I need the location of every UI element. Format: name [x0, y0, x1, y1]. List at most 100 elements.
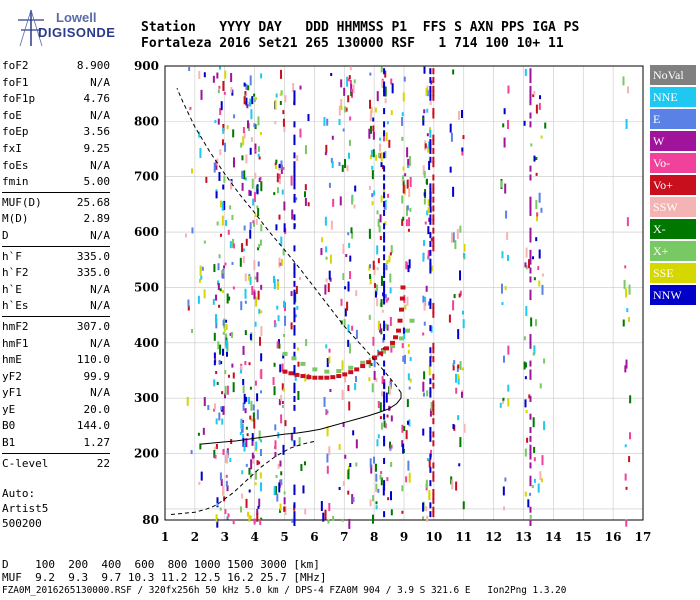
echo-point — [528, 259, 531, 269]
echo-point — [232, 286, 235, 290]
echo-point — [524, 262, 527, 268]
echo-point — [249, 515, 252, 520]
echo-point — [229, 332, 232, 336]
echo-point — [407, 460, 410, 471]
echo-point — [462, 501, 465, 510]
echo-point — [276, 341, 279, 349]
echo-column-point — [529, 205, 532, 212]
echo-point — [504, 183, 507, 194]
echo-point — [304, 191, 307, 198]
echo-point — [423, 301, 426, 311]
echo-point — [338, 118, 341, 125]
echo-point — [260, 326, 263, 337]
echo-point — [459, 290, 462, 296]
echo-point — [338, 105, 341, 116]
echo-point — [296, 347, 299, 351]
echo-point — [217, 118, 220, 125]
echo-point — [390, 346, 393, 353]
echo-point — [245, 426, 248, 430]
param-row: yE 20.0 — [2, 402, 110, 419]
x-tick-label: 2 — [191, 530, 199, 544]
echo-point — [353, 79, 356, 84]
echo-point — [401, 343, 404, 349]
echo-point — [277, 339, 280, 349]
autoscaling-info: Auto: Artist5 500200 — [2, 486, 48, 531]
echo-point — [427, 301, 430, 306]
echo-point — [249, 98, 252, 107]
echo-column-point — [432, 302, 435, 309]
echo-column-point — [529, 480, 532, 487]
echo-column-point — [529, 333, 532, 340]
echo-point — [278, 399, 281, 406]
echo-column-point — [432, 342, 435, 349]
echo-column-point — [383, 236, 386, 243]
echo-column-point — [432, 94, 435, 101]
echo-point — [275, 93, 278, 98]
echo-point — [260, 353, 263, 362]
echo-point — [503, 506, 506, 511]
echo-point — [628, 456, 631, 463]
echo-column-point — [529, 196, 532, 203]
echo-column-point — [529, 201, 532, 208]
echo-point — [458, 293, 461, 298]
echo-point — [355, 462, 358, 467]
echo-point — [340, 105, 343, 111]
echo-point — [373, 456, 376, 464]
echo-column-point — [529, 462, 532, 469]
echo-point — [349, 463, 352, 468]
electron-density-profile — [200, 392, 402, 445]
echo-point — [299, 128, 302, 138]
echo-point — [377, 349, 380, 357]
echo-point — [453, 294, 456, 299]
echo-point — [326, 358, 329, 368]
echo-point — [424, 143, 427, 149]
echo-point — [390, 491, 393, 501]
echo-point — [369, 458, 372, 468]
echo-point — [293, 193, 296, 197]
echo-column-point — [529, 236, 532, 243]
echo-point — [349, 116, 352, 121]
echo-point — [279, 262, 282, 266]
echo-point — [502, 123, 505, 128]
echo-column-point — [383, 360, 386, 367]
echo-point — [242, 385, 245, 394]
echo-point — [222, 290, 225, 294]
echo-point — [226, 516, 229, 520]
echo-point — [279, 100, 282, 105]
echo-point — [324, 152, 327, 156]
profile-topside-extrapolation — [176, 87, 402, 393]
echo-point — [330, 72, 333, 76]
x-trace-point — [399, 336, 405, 341]
echo-column-point — [432, 214, 435, 221]
echo-point — [256, 460, 259, 466]
echo-point — [259, 472, 262, 479]
echo-point — [250, 418, 253, 422]
echo-column-point — [293, 161, 296, 168]
echo-point — [248, 189, 251, 196]
echo-point — [255, 218, 258, 225]
echo-point — [199, 265, 202, 276]
echo-column-point — [383, 320, 386, 327]
legend-item-sse: SSE — [650, 263, 696, 283]
echo-point — [429, 100, 432, 105]
o-trace-point — [312, 375, 318, 380]
echo-point — [430, 265, 433, 272]
echo-point — [220, 233, 223, 237]
echo-point — [197, 432, 200, 436]
echo-point — [423, 66, 426, 74]
echo-point — [543, 358, 546, 364]
echo-point — [219, 472, 222, 481]
echo-column-point — [293, 515, 296, 522]
echo-point — [250, 136, 253, 142]
echo-point — [222, 270, 225, 274]
echo-point — [390, 461, 393, 467]
echo-point — [459, 437, 462, 448]
echo-column-point — [383, 333, 386, 340]
echo-point — [378, 225, 381, 233]
echo-point — [259, 518, 262, 525]
echo-point — [325, 144, 328, 153]
echo-point — [346, 165, 349, 172]
echo-point — [280, 236, 283, 246]
digisonde-logo: Lowell DIGISONDE — [8, 6, 138, 50]
echo-column-point — [383, 209, 386, 216]
